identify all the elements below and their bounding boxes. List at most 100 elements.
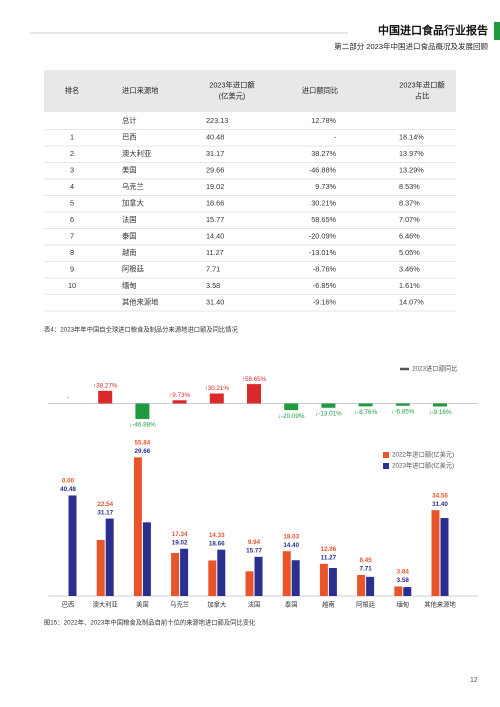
- column-header: 进口额同比: [302, 86, 338, 95]
- value-label: 31.40: [432, 501, 448, 508]
- bar: [105, 518, 114, 596]
- table-cell: 58.65%: [311, 215, 336, 224]
- value-label: 11.27: [321, 554, 337, 561]
- value-label: ↑9.73%: [169, 392, 190, 399]
- bar: [291, 560, 300, 596]
- value-label: 34.56: [432, 492, 448, 499]
- table-cell: 6.46%: [399, 232, 420, 241]
- column-header: 进口来源地: [122, 86, 159, 95]
- x-tick-label: 泰国: [285, 600, 298, 609]
- table-cell: -9.16%: [313, 298, 337, 307]
- header-subtitle: 第二部分 2023年中国进口食品概况及发展回顾: [334, 41, 488, 51]
- value-label: 8.45: [359, 557, 372, 564]
- table-cell: 223.13: [206, 116, 228, 125]
- table-cell: 澳大利亚: [122, 149, 151, 158]
- value-label: ↓-13.01%: [315, 410, 342, 417]
- table-caption: 表4：2023年年中国自全球进口粮食及制品分来源地进口额及同比情况: [44, 325, 239, 334]
- bar: [433, 403, 447, 407]
- table-cell: 9: [70, 265, 74, 274]
- table-cell: 7.71: [206, 265, 220, 274]
- value-label: 3.84: [397, 569, 410, 576]
- legend-swatch: [383, 452, 389, 458]
- table-cell: 其他来源地: [122, 298, 159, 307]
- column-header: (亿美元): [219, 91, 246, 100]
- value-label: ↓-8.76%: [354, 409, 378, 416]
- table-cell: 14.40: [206, 232, 224, 241]
- value-label: ↓-6.85%: [391, 408, 415, 415]
- x-tick-label: 美国: [136, 600, 149, 609]
- table-cell: 8.53%: [399, 182, 420, 191]
- header-accent: [494, 22, 500, 40]
- bar: [440, 518, 449, 596]
- value-label: 12.96: [321, 546, 337, 553]
- bar: [357, 575, 366, 596]
- value-label: ↑30.21%: [205, 385, 230, 392]
- table-cell: 13.29%: [399, 166, 424, 175]
- bar: [209, 393, 224, 404]
- x-tick-label: 缅甸: [397, 600, 410, 609]
- table-cell: -: [334, 133, 337, 142]
- bar: [245, 571, 254, 596]
- bar: [358, 403, 373, 407]
- table-cell: 14.07%: [399, 298, 424, 307]
- value-label: 18.03: [283, 533, 299, 540]
- value-label: 7.71: [359, 566, 372, 573]
- table-cell: 1: [70, 133, 74, 142]
- table-cell: 15.77: [206, 215, 224, 224]
- value-label: ↓-46.88%: [129, 422, 156, 429]
- bar: [394, 586, 403, 596]
- value-label: ↓-20.09%: [278, 413, 305, 420]
- table-cell: -20.09%: [309, 232, 337, 241]
- value-label: 3.58: [397, 577, 410, 584]
- value-label: 22.54: [97, 501, 113, 508]
- table-cell: -6.85%: [313, 281, 337, 290]
- table-cell: 13.97%: [399, 149, 424, 158]
- table-cell: 越南: [122, 248, 137, 257]
- bar: [96, 540, 105, 596]
- bar: [284, 403, 299, 411]
- bar: [171, 552, 180, 596]
- figure-caption: 图15：2022年、2023年中国粮食及制品自前十位的来源地进口额及同比变化: [44, 618, 256, 627]
- value-label: 40.48: [60, 486, 76, 493]
- table-cell: 6: [70, 215, 74, 224]
- x-tick-label: 阿根廷: [356, 600, 376, 609]
- value-label: ↑58.65%: [242, 376, 267, 383]
- table-cell: 19.02: [206, 182, 224, 191]
- bar: [395, 403, 410, 406]
- table-cell: 总计: [122, 116, 137, 125]
- value-label: 15.77: [246, 548, 262, 555]
- column-header: 2023年进口额: [209, 80, 255, 89]
- table-cell: 12.78%: [311, 116, 336, 125]
- value-label: 17.34: [172, 531, 188, 538]
- page-number: 12: [470, 677, 478, 684]
- table-cell: 美国: [122, 166, 137, 175]
- column-header: 占比: [415, 91, 430, 100]
- legend-label: 2022年进口额(亿美元): [392, 450, 454, 459]
- bar: [321, 403, 336, 408]
- table-cell: 18.14%: [399, 133, 424, 142]
- table-cell: -13.01%: [309, 248, 337, 257]
- table-cell: 法国: [122, 215, 137, 224]
- x-tick-label: 加拿大: [207, 600, 227, 609]
- table-cell: -46.88%: [309, 166, 337, 175]
- table-cell: 7.07%: [399, 215, 420, 224]
- table-cell: 11.27: [206, 248, 224, 257]
- table-cell: 5.05%: [399, 248, 420, 257]
- table-cell: 30.21%: [311, 199, 336, 208]
- table-cell: 阿根廷: [122, 265, 145, 274]
- bar: [68, 495, 77, 596]
- bar: [366, 576, 375, 596]
- bar: [254, 556, 263, 596]
- bar: [431, 510, 440, 596]
- value-label: 14.33: [209, 532, 225, 539]
- table-cell: 9.73%: [315, 182, 336, 191]
- header-title: 中国进口食品行业报告: [378, 23, 488, 37]
- value-label: 9.94: [248, 539, 261, 546]
- table-cell: 40.48: [206, 133, 224, 142]
- value-label: ↑38.27%: [93, 383, 118, 390]
- table-cell: 3: [70, 166, 74, 175]
- table-cell: 18.66: [206, 199, 224, 208]
- table-cell: 乌克兰: [122, 182, 144, 191]
- column-header: 2023年进口额: [399, 80, 445, 89]
